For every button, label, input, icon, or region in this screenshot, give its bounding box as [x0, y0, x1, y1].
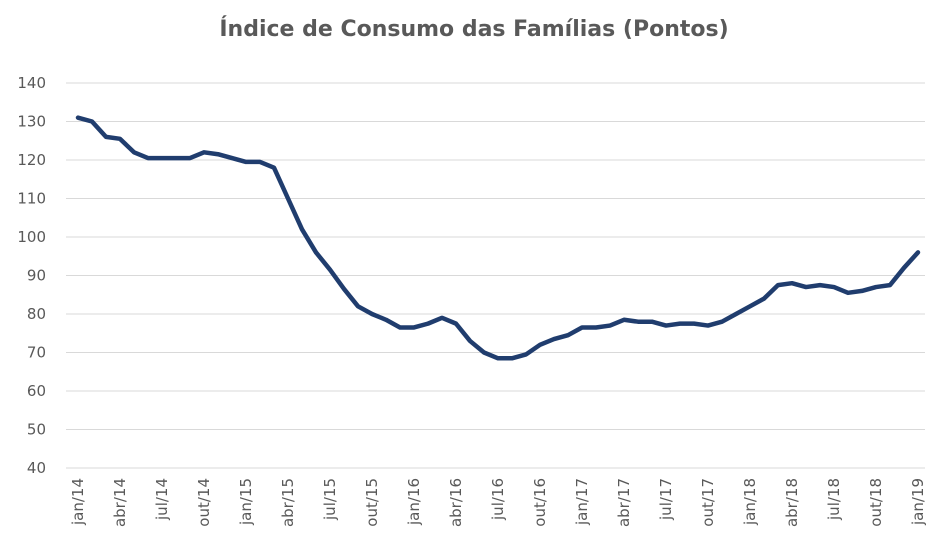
y-tick-label: 80	[27, 305, 46, 323]
x-tick-label: jan/19	[909, 478, 927, 526]
x-tick-label: jan/17	[573, 478, 591, 526]
y-tick-label: 90	[27, 267, 46, 285]
y-tick-label: 140	[17, 74, 46, 92]
x-tick-label: jul/17	[657, 478, 675, 521]
x-tick-label: jan/18	[741, 478, 759, 526]
y-tick-label: 110	[17, 190, 46, 208]
x-tick-label: abr/16	[447, 478, 465, 527]
y-tick-label: 100	[17, 228, 46, 246]
x-tick-label: jul/18	[825, 478, 843, 521]
x-tick-label: out/18	[867, 478, 885, 527]
x-tick-label: out/14	[195, 478, 213, 527]
x-tick-label: abr/17	[615, 478, 633, 527]
y-tick-label: 70	[27, 344, 46, 362]
x-tick-label: abr/18	[783, 478, 801, 527]
x-tick-label: jul/15	[321, 478, 339, 521]
x-tick-label: out/17	[699, 478, 717, 527]
y-tick-label: 50	[27, 421, 46, 439]
x-tick-label: jul/14	[153, 478, 171, 521]
x-tick-label: jan/16	[405, 478, 423, 526]
data-line	[75, 115, 921, 361]
x-tick-label: abr/14	[111, 478, 129, 527]
x-tick-label: abr/15	[279, 478, 297, 527]
y-tick-label: 60	[27, 382, 46, 400]
x-tick-label: jul/16	[489, 478, 507, 521]
x-tick-label: out/16	[531, 478, 549, 527]
y-tick-label: 130	[17, 113, 46, 131]
y-tick-label: 120	[17, 151, 46, 169]
y-tick-label: 40	[27, 459, 46, 477]
x-tick-label: jan/14	[69, 478, 87, 526]
x-tick-label: jan/15	[237, 478, 255, 526]
x-tick-label: out/15	[363, 478, 381, 527]
chart-title: Índice de Consumo das Famílias (Pontos)	[219, 16, 728, 42]
